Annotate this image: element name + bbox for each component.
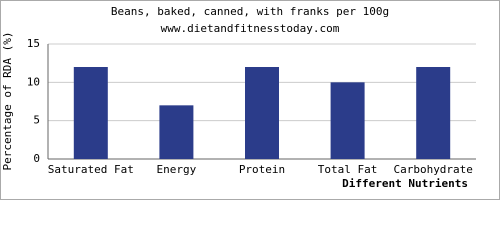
chart-title: Beans, baked, canned, with franks per 10… [111,5,389,18]
x-tick-label: Protein [239,163,285,176]
y-tick-label: 15 [27,37,40,50]
x-tick-label: Total Fat [318,163,378,176]
y-tick-label: 0 [33,152,40,165]
chart-subtitle: www.dietandfitnesstoday.com [161,22,340,35]
bar [159,105,194,159]
bar [245,67,279,159]
x-tick-label: Energy [157,163,197,176]
y-axis-label: Percentage of RDA (%) [1,31,14,170]
y-tick-label: 10 [27,75,40,88]
bar [73,67,108,159]
x-tick-label: Carbohydrate [393,163,472,176]
x-tick-label: Saturated Fat [48,163,134,176]
y-tick-label: 5 [33,114,40,127]
bar [416,67,451,159]
x-axis-label: Different Nutrients [342,177,468,190]
chart: Beans, baked, canned, with franks per 10… [0,0,500,200]
bar [330,82,365,159]
